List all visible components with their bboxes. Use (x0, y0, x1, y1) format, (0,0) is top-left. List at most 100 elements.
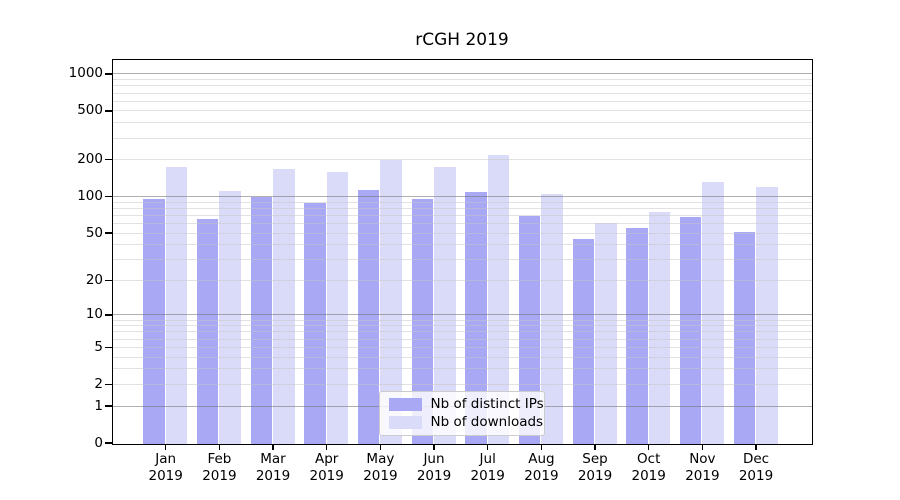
gridline-60 (112, 222, 812, 224)
y-tick-mark-500 (105, 110, 112, 112)
x-tick-mark-oct (648, 444, 650, 450)
gridline-8 (112, 325, 812, 327)
y-tick-label-500: 500 (77, 102, 103, 119)
x-tick-mark-dec (755, 444, 757, 450)
legend-swatch-downloads (388, 415, 422, 429)
x-tick-label-dec: Dec 2019 (738, 451, 774, 484)
bar-downloads-nov (702, 181, 724, 444)
y-tick-mark-20 (105, 279, 112, 282)
y-tick-label-10: 10 (85, 306, 103, 323)
y-tick-label-5: 5 (94, 338, 103, 355)
x-tick-mark-nov (701, 444, 704, 450)
gridline-800 (112, 85, 812, 87)
gridline-200 (112, 159, 812, 161)
bar-downloads-oct (648, 211, 671, 444)
x-tick-mark-jul (487, 444, 489, 450)
bar-downloads-mar (273, 168, 295, 444)
gridline-900 (112, 79, 812, 81)
x-tick-label-sep: Sep 2019 (577, 451, 613, 484)
x-tick-label-mar: Mar 2019 (255, 451, 291, 484)
y-tick-mark-0 (105, 442, 112, 444)
x-tick-label-may: May 2019 (363, 451, 398, 484)
gridline-20 (112, 279, 812, 281)
x-tick-label-jan: Jan 2019 (148, 451, 183, 484)
y-tick-label-50: 50 (85, 224, 103, 241)
gridline-4 (112, 356, 812, 358)
y-tick-label-0: 0 (94, 434, 103, 451)
gridline-600 (112, 100, 812, 102)
gridline-7 (112, 331, 812, 333)
gridline-70 (112, 214, 812, 216)
x-tick-label-jun: Jun 2019 (416, 451, 452, 484)
gridline-3 (112, 368, 812, 370)
gridline-40 (112, 244, 812, 246)
x-tick-label-aug: Aug 2019 (524, 451, 559, 484)
bar-downloads-feb (219, 191, 241, 444)
bar-downloads-dec (756, 187, 778, 444)
gridline-50 (112, 232, 812, 234)
bar-distinct-ips-sep (572, 239, 595, 444)
x-tick-mark-apr (326, 444, 328, 450)
gridline-300 (112, 137, 812, 139)
gridline-1000 (112, 73, 812, 75)
y-tick-mark-50 (105, 232, 112, 234)
y-tick-mark-5 (105, 346, 112, 348)
y-tick-mark-1 (105, 405, 112, 407)
bar-distinct-ips-nov (679, 217, 702, 444)
bar-downloads-sep (595, 223, 617, 444)
y-tick-label-100: 100 (77, 188, 103, 204)
bar-downloads-jun (434, 167, 456, 444)
gridline-10 (112, 314, 812, 316)
legend-label-distinct-ips: Nb of distinct IPs (430, 395, 544, 412)
y-tick-label-2: 2 (94, 375, 103, 392)
bar-downloads-may (380, 160, 402, 444)
gridline-90 (112, 201, 812, 203)
bar-distinct-ips-jul (465, 191, 487, 444)
gridline-9 (112, 319, 812, 321)
gridline-700 (112, 92, 812, 94)
x-tick-mark-feb (218, 444, 221, 450)
bars-layer (113, 60, 812, 444)
y-tick-mark-1000 (105, 73, 112, 75)
gridline-80 (112, 207, 812, 209)
x-tick-mark-sep (594, 444, 596, 450)
bar-downloads-jan (165, 167, 188, 444)
x-tick-mark-may (379, 444, 382, 450)
bar-distinct-ips-apr (304, 202, 326, 444)
x-tick-label-feb: Feb 2019 (202, 451, 237, 484)
y-tick-label-200: 200 (77, 151, 103, 168)
bar-distinct-ips-oct (626, 227, 648, 444)
legend-entry-downloads: Nb of downloads (388, 414, 543, 430)
bar-distinct-ips-aug (518, 215, 541, 444)
y-tick-mark-10 (105, 314, 112, 316)
x-tick-label-apr: Apr 2019 (309, 451, 344, 484)
y-tick-label-1: 1 (94, 397, 103, 414)
gridline-5 (112, 346, 812, 348)
bar-distinct-ips-may (357, 190, 380, 444)
legend-entry-distinct-ips: Nb of distinct IPs (388, 396, 544, 412)
y-tick-label-20: 20 (85, 271, 103, 288)
bar-downloads-jul (487, 154, 510, 444)
y-tick-label-1000: 1000 (68, 65, 103, 82)
gridline-2 (112, 383, 812, 385)
x-tick-mark-aug (540, 444, 543, 450)
chart-title: rCGH 2019 (415, 30, 509, 50)
bar-downloads-aug (541, 194, 563, 444)
x-tick-label-oct: Oct 2019 (631, 451, 666, 484)
legend-swatch-distinct-ips (388, 397, 422, 411)
x-tick-mark-mar (272, 444, 274, 450)
gridline-500 (112, 110, 812, 112)
x-tick-label-jul: Jul 2019 (470, 451, 505, 484)
y-tick-mark-100 (105, 195, 112, 198)
bar-downloads-apr (326, 172, 349, 444)
plot-area: Nb of distinct IPs Nb of downloads (111, 58, 813, 445)
gridlines-layer (112, 60, 812, 444)
legend-label-downloads: Nb of downloads (430, 413, 544, 430)
gridline-6 (112, 338, 812, 340)
y-tick-mark-200 (105, 159, 112, 161)
x-tick-label-nov: Nov 2019 (685, 451, 720, 484)
gridline-400 (112, 122, 812, 124)
gridline-30 (112, 259, 812, 261)
bar-distinct-ips-dec (733, 232, 756, 444)
